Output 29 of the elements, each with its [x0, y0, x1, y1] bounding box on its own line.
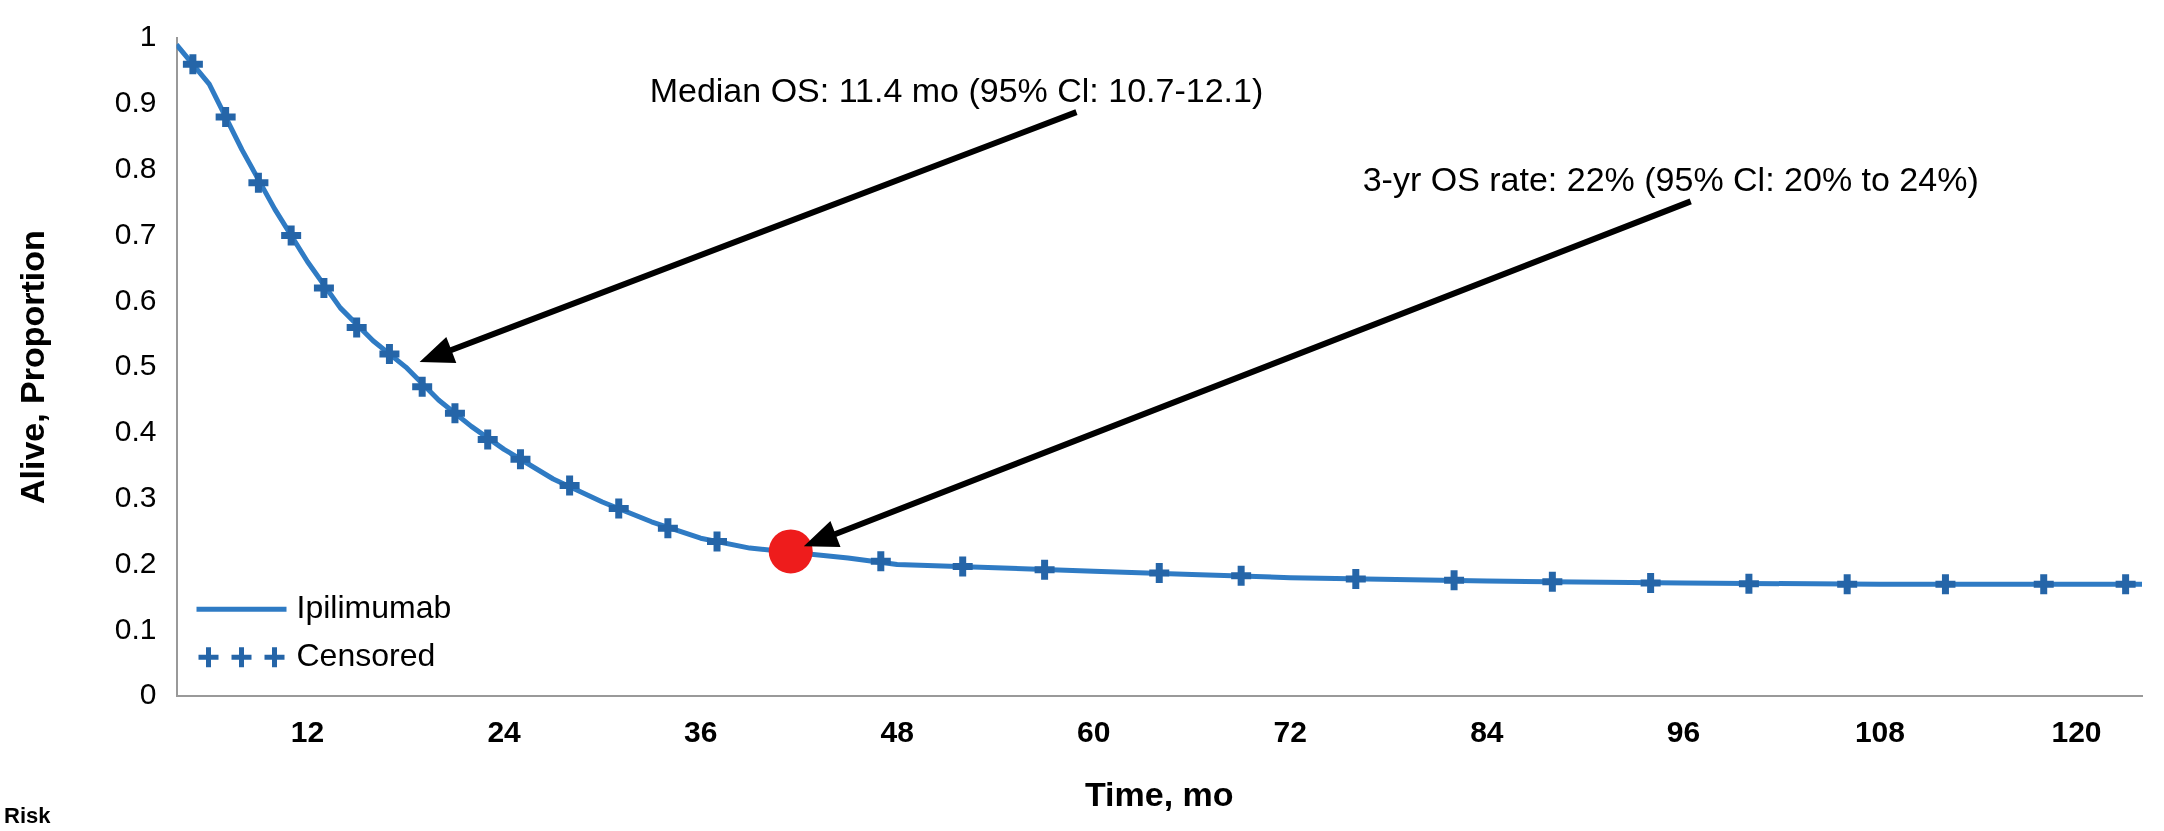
x-tick-label: 72 [1273, 715, 1307, 749]
x-tick-label: 36 [683, 715, 718, 749]
y-tick-label: 0.9 [114, 85, 157, 119]
y-tick-label: 0 [139, 677, 157, 711]
y-tick-label: 0.5 [114, 348, 157, 382]
x-tick-label: 24 [487, 715, 522, 749]
x-tick-label: 96 [1666, 715, 1701, 749]
y-tick-label: 0.1 [114, 611, 157, 645]
x-tick-label: 84 [1470, 715, 1504, 749]
x-tick-label: 12 [290, 715, 325, 749]
x-tick-label: 60 [1077, 715, 1111, 749]
text: Risk [4, 803, 51, 829]
x-tick-label: 108 [1854, 715, 1905, 749]
y-axis-title: Alive, Proportion [12, 230, 51, 505]
y-tick-label: 0.8 [114, 150, 157, 184]
x-axis-title: Time, mo [1084, 774, 1234, 813]
y-tick-label: 0.7 [114, 216, 157, 250]
y-tick-label: 0.2 [114, 545, 157, 579]
annotation: Median OS: 11.4 mo (95% Cl: 10.7-12.1) [649, 70, 1264, 110]
x-tick-label: 120 [2051, 715, 2102, 749]
legend-label: Censored [296, 637, 436, 674]
x-tick-label: 48 [880, 715, 914, 749]
legend-label: Ipilimumab [296, 589, 452, 626]
y-tick-label: 1 [139, 19, 157, 53]
point [768, 529, 813, 574]
annotation: 3-yr OS rate: 22% (95% Cl: 20% to 24%) [1362, 159, 1979, 199]
y-tick-label: 0.6 [114, 282, 157, 316]
y-tick-label: 0.4 [114, 414, 157, 448]
y-tick-label: 0.3 [114, 480, 157, 514]
